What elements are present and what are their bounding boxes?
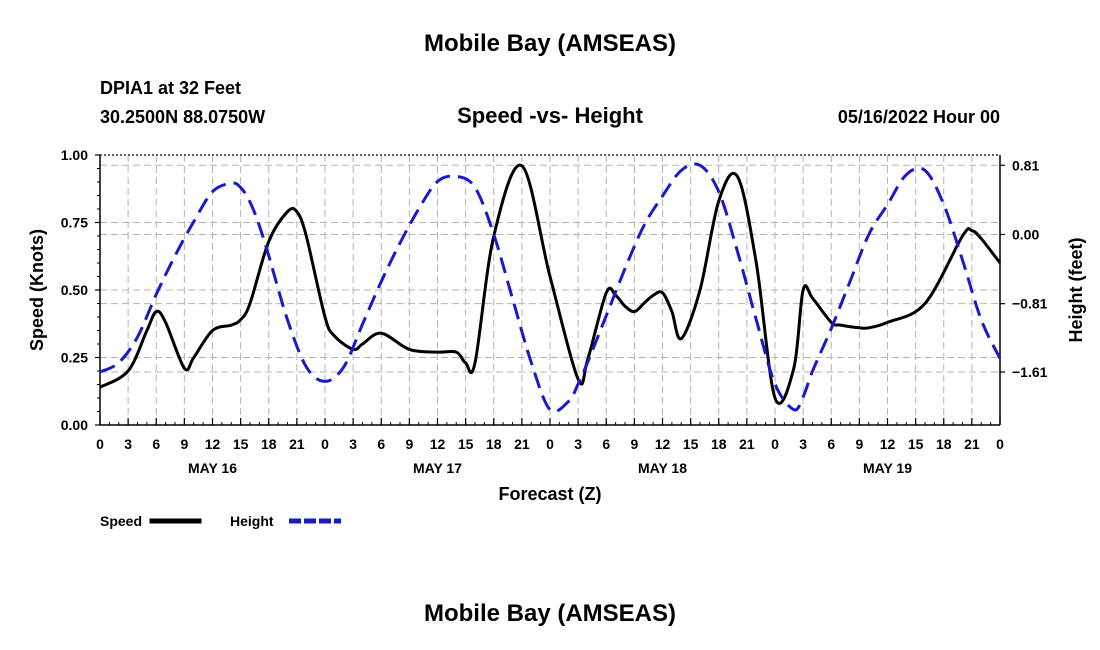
y2-tick-label: −1.61 xyxy=(1012,364,1048,380)
day-label: MAY 16 xyxy=(188,460,237,476)
x-tick-label: 18 xyxy=(486,436,502,452)
x-tick-label: 6 xyxy=(152,436,160,452)
y2-tick-label: −0.81 xyxy=(1012,296,1048,312)
x-tick-label: 18 xyxy=(711,436,727,452)
x-tick-label: 3 xyxy=(124,436,132,452)
chart-subtitle: Speed -vs- Height xyxy=(457,103,643,128)
x-tick-label: 15 xyxy=(683,436,699,452)
y-tick-label: 0.25 xyxy=(61,350,88,366)
x-tick-label: 3 xyxy=(799,436,807,452)
y2-axis-label: Height (feet) xyxy=(1066,238,1086,343)
x-tick-label: 9 xyxy=(180,436,188,452)
x-tick-label: 0 xyxy=(996,436,1004,452)
y-axis-label: Speed (Knots) xyxy=(27,229,47,351)
x-tick-label: 0 xyxy=(771,436,779,452)
day-label: MAY 17 xyxy=(413,460,462,476)
main-title: Mobile Bay (AMSEAS) xyxy=(423,30,677,57)
legend-label-height: Height xyxy=(230,513,274,529)
y2-tick-label: 0.81 xyxy=(1012,157,1039,173)
x-tick-label: 12 xyxy=(655,436,671,452)
x-tick-label: 9 xyxy=(855,436,863,452)
x-axis-label: Forecast (Z) xyxy=(498,484,601,504)
y-tick-label: 0.00 xyxy=(61,417,88,433)
x-tick-label: 12 xyxy=(430,436,446,452)
day-label: MAY 19 xyxy=(863,460,912,476)
x-tick-label: 12 xyxy=(205,436,221,452)
x-tick-label: 3 xyxy=(574,436,582,452)
speed-height-chart: 0 3 6 9 12 15 18 21 0 3 6 9 12 15 18 21 0 3 6 9 12 15 18 21 0 3 6 9… xyxy=(27,147,1086,529)
x-tick-label: 0 xyxy=(321,436,329,452)
legend-label-speed: Speed xyxy=(100,513,142,529)
x-tick-label: 15 xyxy=(908,436,924,452)
x-tick-label: 15 xyxy=(458,436,474,452)
station-label: DPIA1 at 32 Feet xyxy=(100,78,242,98)
series-line-speed xyxy=(99,163,1002,405)
x-tick-label: 6 xyxy=(602,436,610,452)
x-tick-label: 3 xyxy=(349,436,357,452)
x-tick-label: 21 xyxy=(514,436,530,452)
x-tick-label: 12 xyxy=(880,436,896,452)
bottom-title: Mobile Bay (AMSEAS) xyxy=(423,600,677,627)
y-tick-label: 0.50 xyxy=(61,282,88,298)
x-tick-label: 21 xyxy=(964,436,980,452)
x-tick-label: 21 xyxy=(289,436,305,452)
x-tick-label: 21 xyxy=(739,436,755,452)
x-tick-label: 9 xyxy=(405,436,413,452)
y-tick-label: 0.75 xyxy=(61,215,88,231)
x-tick-label: 6 xyxy=(377,436,385,452)
x-tick-label: 9 xyxy=(630,436,638,452)
x-tick-label: 18 xyxy=(261,436,277,452)
series-line-height xyxy=(99,162,1002,414)
forecast-datetime: 05/16/2022 Hour 00 xyxy=(837,107,1000,127)
y2-tick-label: 0.00 xyxy=(1012,226,1039,242)
x-tick-label: 0 xyxy=(546,436,554,452)
day-label: MAY 18 xyxy=(638,460,687,476)
y-tick-label: 1.00 xyxy=(61,147,88,163)
x-tick-label: 6 xyxy=(827,436,835,452)
x-tick-label: 0 xyxy=(96,436,104,452)
x-tick-label: 18 xyxy=(936,436,952,452)
coordinates-label: 30.2500N 88.0750W xyxy=(100,107,266,127)
x-tick-label: 15 xyxy=(233,436,249,452)
